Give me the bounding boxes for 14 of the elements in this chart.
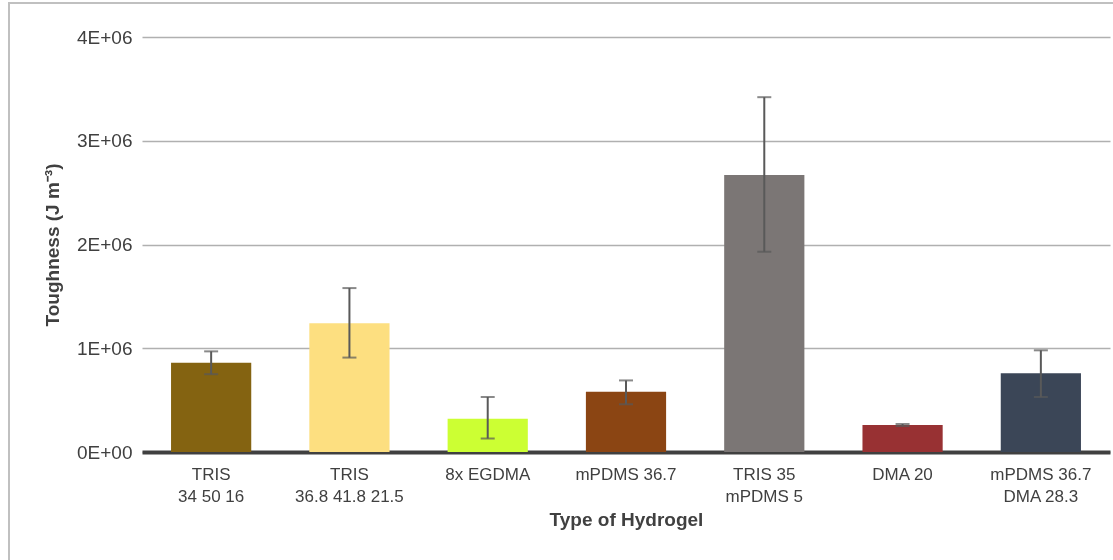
x-tick-label: mPDMS 36.7 DMA 28.3 [990, 464, 1092, 506]
y-tick-label: 1E+06 [77, 337, 133, 359]
x-axis-title: Type of Hydrogel [549, 508, 704, 530]
x-tick-label: mPDMS 36.7 [575, 464, 677, 484]
y-tick-label: 4E+06 [77, 26, 133, 48]
x-tick-label: TRIS 34 50 16 [178, 464, 245, 506]
y-axis-title: Toughness (J m⁻³) [42, 163, 64, 327]
y-tick-label: 3E+06 [77, 130, 133, 152]
x-tick-label: TRIS 36.8 41.8 21.5 [295, 464, 404, 506]
y-tick-label: 2E+06 [77, 234, 133, 255]
y-tick-label: 0E+00 [77, 441, 133, 463]
x-tick-label: 8x EGDMA [445, 464, 531, 484]
x-tick-label: TRIS 35 mPDMS 5 [725, 464, 804, 506]
x-tick-label: DMA 20 [872, 464, 933, 484]
